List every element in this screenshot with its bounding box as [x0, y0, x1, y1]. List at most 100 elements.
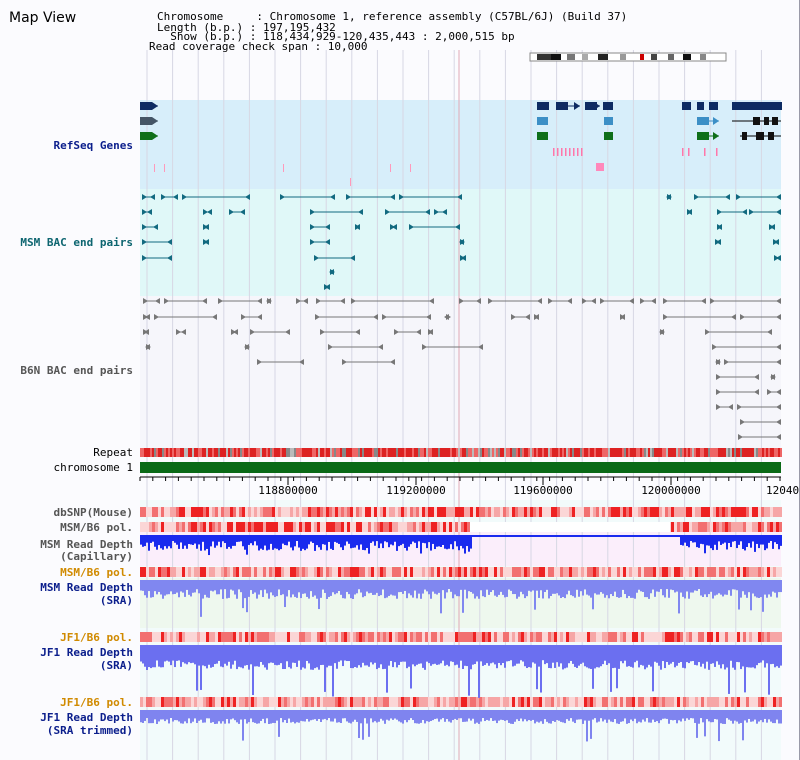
depth-bar — [544, 710, 546, 720]
depth-bar — [158, 710, 160, 722]
polymorphism-cell — [500, 632, 503, 642]
polymorphism-cell — [764, 632, 767, 642]
track-label-jf1-depth-trimmed[interactable]: JF1 Read Depth — [40, 711, 133, 724]
depth-bar — [734, 645, 736, 670]
depth-bar — [140, 710, 142, 723]
depth-bar — [658, 710, 660, 724]
polymorphism-cell — [776, 632, 779, 642]
depth-bar — [526, 645, 528, 669]
track-label-chromosome[interactable]: chromosome 1 — [53, 461, 133, 474]
gene-exon — [772, 117, 778, 125]
depth-bar — [148, 710, 150, 724]
repeat-segment — [208, 448, 210, 457]
track-label-msm-depth-capillary[interactable]: MSM Read Depth — [40, 538, 133, 551]
depth-bar — [712, 645, 714, 664]
track-label-repeat[interactable]: Repeat — [93, 446, 133, 459]
polymorphism-cell — [170, 507, 173, 517]
depth-bar — [772, 645, 774, 664]
depth-bar — [736, 645, 738, 662]
bac-end — [392, 224, 397, 230]
polymorphism-cell — [425, 507, 428, 517]
bac-end — [212, 314, 217, 320]
polymorphism-cell — [371, 697, 374, 707]
track-label-dbsnp[interactable]: dbSNP(Mouse) — [53, 506, 133, 519]
depth-bar — [570, 645, 572, 661]
polymorphism-cell — [416, 507, 419, 517]
depth-bar — [172, 710, 174, 722]
polymorphism-cell — [218, 632, 221, 642]
polymorphism-cell — [701, 522, 704, 532]
depth-bar — [270, 710, 272, 724]
depth-bar — [550, 580, 552, 596]
track-label-msm-bac[interactable]: MSM BAC end pairs — [20, 236, 133, 249]
track-label-jf1-b6-pol-2[interactable]: JF1/B6 pol. — [60, 696, 133, 709]
polymorphism-cell — [476, 567, 479, 577]
polymorphism-cell — [716, 522, 719, 532]
depth-bar — [480, 645, 482, 662]
depth-bar — [660, 535, 662, 537]
repeat-segment — [362, 448, 364, 457]
polymorphism-cell — [272, 507, 275, 517]
polymorphism-cell — [221, 507, 224, 517]
depth-bar — [702, 645, 704, 664]
polymorphism-cell — [491, 567, 494, 577]
depth-bar — [472, 645, 474, 665]
depth-bar — [144, 710, 146, 721]
polymorphism-cell — [584, 507, 587, 517]
polymorphism-cell — [464, 632, 467, 642]
gene-arrow — [698, 102, 704, 110]
repeat-segment — [620, 448, 622, 457]
depth-bar — [280, 645, 282, 664]
repeat-segment — [466, 448, 468, 457]
track-label-jf1-b6-pol-1[interactable]: JF1/B6 pol. — [60, 631, 133, 644]
depth-bar — [220, 710, 222, 724]
bac-end — [742, 209, 747, 215]
track-label-msm-depth-sra[interactable]: MSM Read Depth — [40, 581, 133, 594]
depth-bar — [336, 645, 338, 669]
depth-bar — [240, 580, 242, 593]
repeat-segment — [494, 448, 496, 457]
polymorphism-cell — [431, 522, 434, 532]
depth-bar — [144, 535, 146, 547]
polymorphism-cell — [278, 567, 281, 577]
depth-bar — [280, 710, 282, 719]
track-label-b6n-bac[interactable]: B6N BAC end pairs — [20, 364, 133, 377]
depth-bar — [200, 580, 202, 617]
bac-end — [142, 194, 147, 200]
repeat-segment — [726, 448, 728, 457]
depth-bar — [706, 645, 708, 662]
track-label-msm-b6-pol-2[interactable]: MSM/B6 pol. — [60, 566, 133, 579]
depth-bar — [222, 580, 224, 599]
repeat-segment — [614, 448, 616, 457]
polymorphism-cell — [773, 632, 776, 642]
polymorphism-cell — [452, 697, 455, 707]
depth-bar — [564, 645, 566, 669]
gene-arrow — [712, 102, 718, 110]
track-label-msm-b6-pol-1[interactable]: MSM/B6 pol. — [60, 521, 133, 534]
track-label-refseq[interactable]: RefSeq Genes — [53, 139, 133, 152]
depth-bar — [402, 645, 404, 662]
repeat-segment — [252, 448, 254, 457]
depth-bar — [356, 645, 358, 668]
depth-bar — [590, 645, 592, 669]
depth-bar — [298, 535, 300, 548]
polymorphism-cell — [755, 632, 758, 642]
track-label-jf1-depth-sra[interactable]: JF1 Read Depth — [40, 646, 133, 659]
polymorphism-cell — [686, 697, 689, 707]
depth-bar — [692, 535, 694, 543]
depth-bar — [170, 710, 172, 719]
polymorphism-cell — [359, 697, 362, 707]
depth-bar — [704, 580, 706, 595]
polymorphism-cell — [557, 632, 560, 642]
depth-bar — [336, 580, 338, 594]
depth-bar — [614, 535, 616, 537]
polymorphism-cell — [749, 507, 752, 517]
polymorphism-cell — [224, 632, 227, 642]
repeat-segment — [312, 448, 314, 457]
repeat-segment — [660, 448, 662, 457]
depth-bar — [400, 535, 402, 546]
depth-bar — [670, 645, 672, 664]
depth-bar — [452, 580, 454, 599]
